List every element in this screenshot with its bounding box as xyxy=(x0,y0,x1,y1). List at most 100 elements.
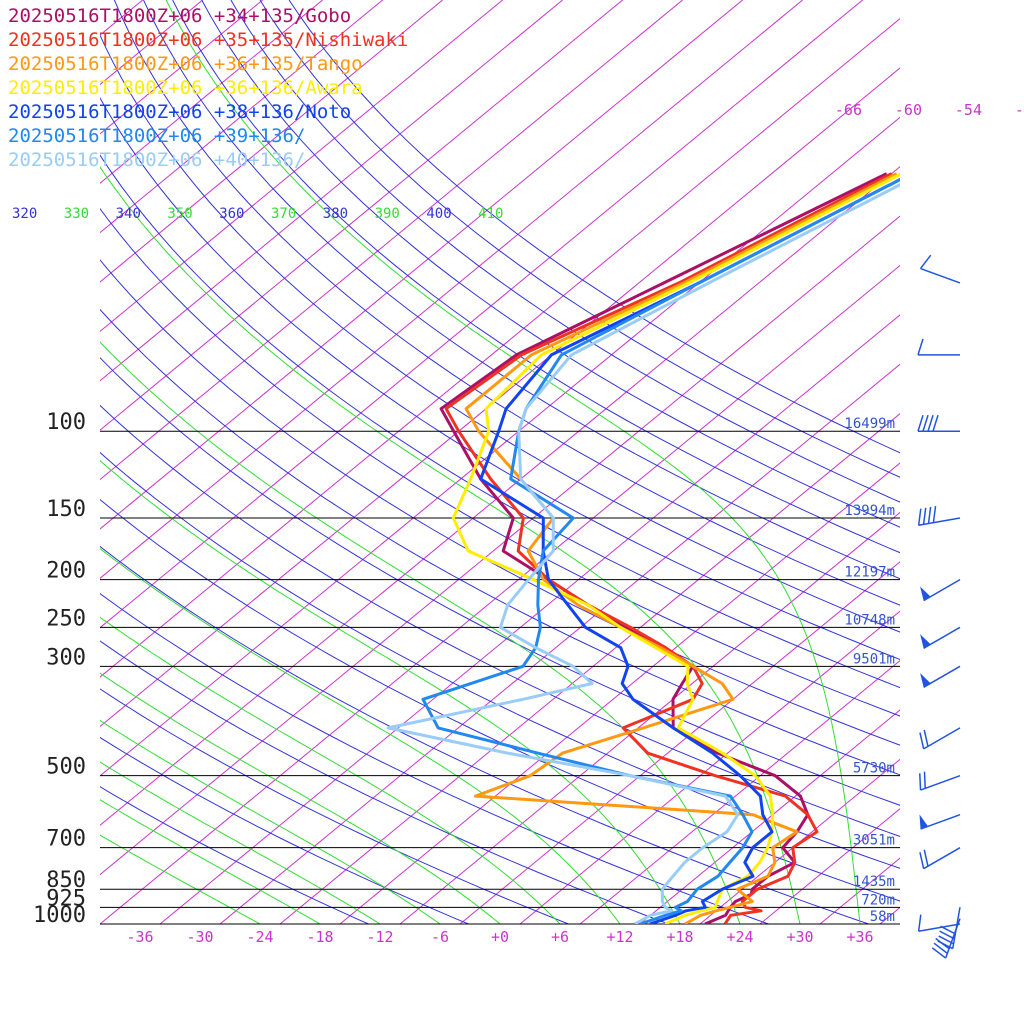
pressure-label: 250 xyxy=(46,606,86,631)
pressure-label: 850 xyxy=(46,868,86,893)
wind-barb xyxy=(937,907,961,950)
height-label: 5730m xyxy=(853,761,895,777)
pressure-label: 700 xyxy=(46,827,86,852)
wind-barb-full xyxy=(919,732,925,750)
isotherm-line xyxy=(459,561,900,924)
theta-label: 360 xyxy=(219,206,244,222)
temperature-profile xyxy=(439,172,888,924)
theta-label: 330 xyxy=(64,206,89,222)
wind-barb xyxy=(919,847,961,870)
isotherm-line xyxy=(579,659,900,924)
temperature-profile xyxy=(421,177,900,924)
legend-entry: 20250516T1800Z+06 +40+136/ xyxy=(8,149,306,171)
dry-adiabat-line xyxy=(100,736,470,924)
isotherm-line xyxy=(219,363,900,924)
dry-adiabat-line xyxy=(100,207,900,717)
wind-barb-full xyxy=(940,925,956,935)
wind-barb-full xyxy=(917,414,924,432)
temperature-tick: +6 xyxy=(551,928,569,946)
legend: 20250516T1800Z+06 +34+135/Gobo 20250516T1… xyxy=(8,4,408,172)
legend-entry: 20250516T1800Z+06 +39+136/ xyxy=(8,125,306,147)
dry-adiabat-line xyxy=(100,34,900,633)
isotherm-line xyxy=(519,610,900,924)
wind-barb-full xyxy=(927,506,932,524)
isotherm-label: -66 xyxy=(835,101,862,119)
wind-barb xyxy=(919,254,961,284)
temperature-tick: -30 xyxy=(186,928,213,946)
isotherm-line xyxy=(819,857,900,924)
temperature-tick: -12 xyxy=(366,928,393,946)
wind-barb-staff xyxy=(920,813,961,830)
isotherm-line xyxy=(639,709,900,924)
isotherm-line xyxy=(100,0,683,481)
temperature-tick: +12 xyxy=(606,928,633,946)
dry-adiabat-line xyxy=(100,259,900,746)
dry-adiabat-line xyxy=(100,308,900,776)
dry-adiabat-line xyxy=(113,0,900,606)
isotherm-label: -60 xyxy=(895,101,922,119)
wind-barb xyxy=(917,505,961,527)
moist-adiabat-line xyxy=(100,547,621,924)
isotherm-line xyxy=(100,67,900,728)
wind-barb-full xyxy=(932,414,939,432)
wind-barb-staff xyxy=(923,727,961,750)
temperature-tick: +24 xyxy=(726,928,753,946)
isotherm-line xyxy=(100,0,743,530)
temperature-tick: -36 xyxy=(126,928,153,946)
dry-adiabat-line xyxy=(100,404,900,837)
isobar-lines xyxy=(100,430,900,925)
wind-barb-flag xyxy=(920,634,931,649)
isotherm-label: -54 xyxy=(955,101,982,119)
isotherm-line xyxy=(100,0,563,382)
wind-barb xyxy=(920,626,961,649)
dry-adiabat-line xyxy=(100,96,900,661)
pressure-label: 200 xyxy=(46,559,86,584)
theta-label: 350 xyxy=(167,206,192,222)
wind-barbs xyxy=(917,254,961,959)
theta-label: 320 xyxy=(12,206,37,222)
background-grid xyxy=(100,0,1024,924)
moist-adiabat-line xyxy=(100,761,381,924)
theta-label: 340 xyxy=(116,206,141,222)
height-label: 720m xyxy=(861,892,895,908)
isotherm-line xyxy=(100,0,623,431)
pressure-label: 150 xyxy=(46,497,86,522)
height-label: 58m xyxy=(870,909,895,925)
wind-barb-staff xyxy=(920,267,961,284)
wind-barb-full xyxy=(919,852,925,869)
moist-adiabat-line xyxy=(100,460,681,924)
wind-barb-full xyxy=(919,773,922,791)
theta-label: 400 xyxy=(426,206,451,222)
isotherm-line xyxy=(100,215,900,876)
isotherm-line xyxy=(879,906,900,924)
wind-barb-staff xyxy=(920,774,961,791)
isotherm-line xyxy=(100,166,900,826)
dry-adiabat-line xyxy=(201,0,900,528)
dry-adiabat-line xyxy=(100,451,900,869)
pressure-label: 500 xyxy=(46,755,86,780)
wind-barb xyxy=(920,578,961,602)
isotherm-line xyxy=(100,0,383,234)
dry-adiabat-line xyxy=(259,0,900,478)
temperature-tick: -18 xyxy=(306,928,333,946)
moist-adiabat-line xyxy=(165,0,861,924)
dry-adiabat-line xyxy=(100,498,900,902)
temperature-tick: -24 xyxy=(246,928,273,946)
theta-label: 410 xyxy=(478,206,503,222)
wind-barb-staff xyxy=(918,923,961,933)
dry-adiabat-line xyxy=(288,0,900,454)
isotherm-line xyxy=(100,0,443,283)
wind-barb-full xyxy=(917,508,922,526)
dry-adiabat-line xyxy=(100,592,771,924)
wind-barb-flag xyxy=(919,814,929,830)
wind-barb xyxy=(919,771,961,791)
wind-barb-full xyxy=(922,414,929,432)
isotherm-line xyxy=(399,511,900,924)
legend-entry: 20250516T1800Z+06 +36+135/Tango xyxy=(8,53,363,75)
isotherm-line xyxy=(100,0,803,579)
wind-barb-full xyxy=(922,507,927,525)
wind-barb-staff xyxy=(918,517,961,527)
isotherm-line xyxy=(759,808,900,924)
isotherm-line xyxy=(1000,0,1024,924)
isotherm-line xyxy=(100,264,900,924)
